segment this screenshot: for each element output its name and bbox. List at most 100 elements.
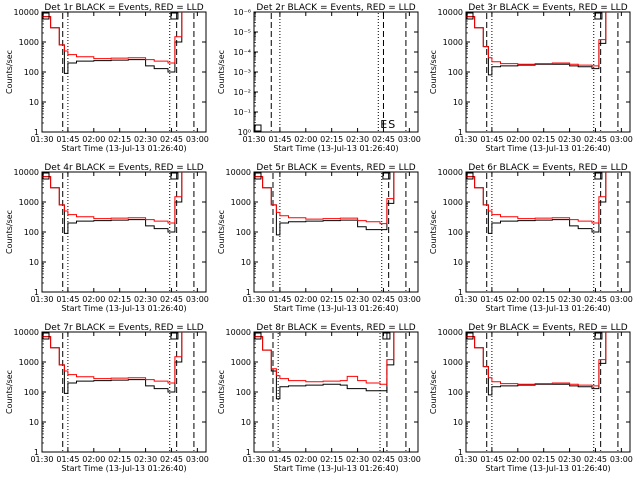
panel-5: Det 5r BLACK = Events, RED = LLD 1 10 100 10… <box>217 163 421 313</box>
x-tick-label: 02:45 <box>372 295 395 304</box>
x-tick-label: 02:45 <box>372 135 395 144</box>
annotation-e: E <box>380 118 387 131</box>
panel-title: Det 8r BLACK = Events, RED = LLD <box>256 323 415 333</box>
x-tick-label: 01:30 <box>30 135 53 144</box>
y-tick-label: 1000 <box>443 358 463 367</box>
state-marker-box <box>170 12 179 20</box>
y-tick-label: 100 <box>24 68 39 77</box>
x-tick-label: 01:45 <box>268 135 291 144</box>
x-tick-label: 02:30 <box>346 295 369 304</box>
x-tick-label: 01:45 <box>56 295 79 304</box>
state-marker-box <box>254 124 262 132</box>
y-axis-label: Counts/sec <box>429 50 438 94</box>
x-tick-label: 02:30 <box>346 455 369 464</box>
state-marker-box <box>42 172 50 180</box>
x-axis-label: Start Time (13-Jul-13 01:26:40) <box>485 304 610 313</box>
y-tick-label: 10000 <box>14 168 39 177</box>
x-tick-label: 01:30 <box>454 455 477 464</box>
x-tick-label: 02:00 <box>82 135 105 144</box>
x-tick-label: 02:00 <box>294 455 317 464</box>
y-tick-label: 10000 <box>226 328 251 337</box>
x-tick-label: 01:45 <box>56 135 79 144</box>
x-tick-label: 02:30 <box>134 135 157 144</box>
x-tick-label: 02:00 <box>506 135 529 144</box>
x-tick-label: 02:00 <box>506 455 529 464</box>
y-tick-label: 100 <box>236 228 251 237</box>
y-tick-label: 1 <box>246 448 251 457</box>
panel-9: Det 9r BLACK = Events, RED = LLD 1 10 100 10… <box>429 323 633 473</box>
x-axis-label: Start Time (13-Jul-13 01:26:40) <box>61 144 186 153</box>
state-marker-box <box>466 172 474 180</box>
y-tick-label: 10000 <box>14 328 39 337</box>
x-axis-label: Start Time (13-Jul-13 01:26:40) <box>61 464 186 473</box>
lld-series-line <box>254 332 395 385</box>
y-tick-label: 10000 <box>438 328 463 337</box>
x-tick-label: 02:15 <box>320 455 343 464</box>
y-axis-label: Counts/sec <box>217 370 226 414</box>
annotation-s: S <box>388 118 395 131</box>
x-tick-label: 03:00 <box>186 455 209 464</box>
y-axis-label: Counts/sec <box>5 370 14 414</box>
state-marker-box <box>170 332 179 340</box>
panel-7: Det 7r BLACK = Events, RED = LLD 1 10 100 10… <box>5 323 209 473</box>
x-tick-label: 02:45 <box>160 295 183 304</box>
y-tick-label: 1000 <box>19 198 39 207</box>
state-marker-box <box>42 12 50 20</box>
x-tick-label: 03:00 <box>186 295 209 304</box>
panel-title: Det 1r BLACK = Events, RED = LLD <box>44 3 203 13</box>
x-tick-label: 01:45 <box>268 295 291 304</box>
x-tick-label: 02:45 <box>372 455 395 464</box>
x-tick-label: 02:45 <box>584 135 607 144</box>
state-marker-box <box>254 332 262 340</box>
x-tick-label: 02:15 <box>532 455 555 464</box>
y-tick-label: 10 <box>29 418 39 427</box>
x-tick-label: 01:45 <box>480 295 503 304</box>
x-tick-label: 01:30 <box>454 295 477 304</box>
lld-series-line <box>466 12 607 67</box>
y-tick-label: 1 <box>34 288 39 297</box>
y-tick-label: 1000 <box>19 358 39 367</box>
y-axis-label: Counts/sec <box>5 210 14 254</box>
state-marker-box <box>42 332 50 340</box>
y-axis-label: Counts/sec <box>429 210 438 254</box>
x-tick-label: 02:30 <box>558 295 581 304</box>
panel-title: Det 4r BLACK = Events, RED = LLD <box>44 163 203 173</box>
y-tick-label: 1 <box>458 288 463 297</box>
x-tick-label: 02:45 <box>160 455 183 464</box>
x-tick-label: 01:45 <box>268 455 291 464</box>
y-tick-label: 1 <box>458 128 463 137</box>
y-tick-label: 100 <box>236 388 251 397</box>
panel-title: Det 6r BLACK = Events, RED = LLD <box>468 163 627 173</box>
y-tick-label: 100 <box>448 68 463 77</box>
x-tick-label: 01:30 <box>30 455 53 464</box>
panel-title: Det 7r BLACK = Events, RED = LLD <box>44 323 203 333</box>
x-tick-label: 02:15 <box>320 135 343 144</box>
y-tick-label: 10⁻¹ <box>233 108 251 117</box>
lld-series-line <box>42 332 183 384</box>
x-tick-label: 02:15 <box>532 135 555 144</box>
y-tick-label: 10000 <box>14 8 39 17</box>
x-tick-label: 03:00 <box>610 455 633 464</box>
lld-series-line <box>42 172 183 224</box>
y-tick-label: 1 <box>246 288 251 297</box>
x-tick-label: 01:45 <box>56 455 79 464</box>
y-tick-label: 10 <box>241 418 251 427</box>
x-tick-label: 01:45 <box>480 135 503 144</box>
x-tick-label: 02:30 <box>134 295 157 304</box>
y-tick-label: 10 <box>453 418 463 427</box>
x-tick-label: 01:30 <box>242 295 265 304</box>
x-tick-label: 03:00 <box>186 135 209 144</box>
y-tick-label: 10 <box>453 258 463 267</box>
y-tick-label: 1000 <box>19 38 39 47</box>
x-tick-label: 02:00 <box>82 295 105 304</box>
panel-1: Det 1r BLACK = Events, RED = LLD 1 10 100 10… <box>5 3 209 153</box>
x-tick-label: 02:45 <box>584 295 607 304</box>
lld-series-line <box>466 332 607 387</box>
y-tick-label: 1000 <box>231 358 251 367</box>
state-marker-box <box>466 332 474 340</box>
x-tick-label: 01:30 <box>454 135 477 144</box>
panel-title: Det 2r BLACK = Events, RED = LLD <box>256 3 415 13</box>
y-tick-label: 1000 <box>231 198 251 207</box>
x-tick-label: 03:00 <box>398 455 421 464</box>
